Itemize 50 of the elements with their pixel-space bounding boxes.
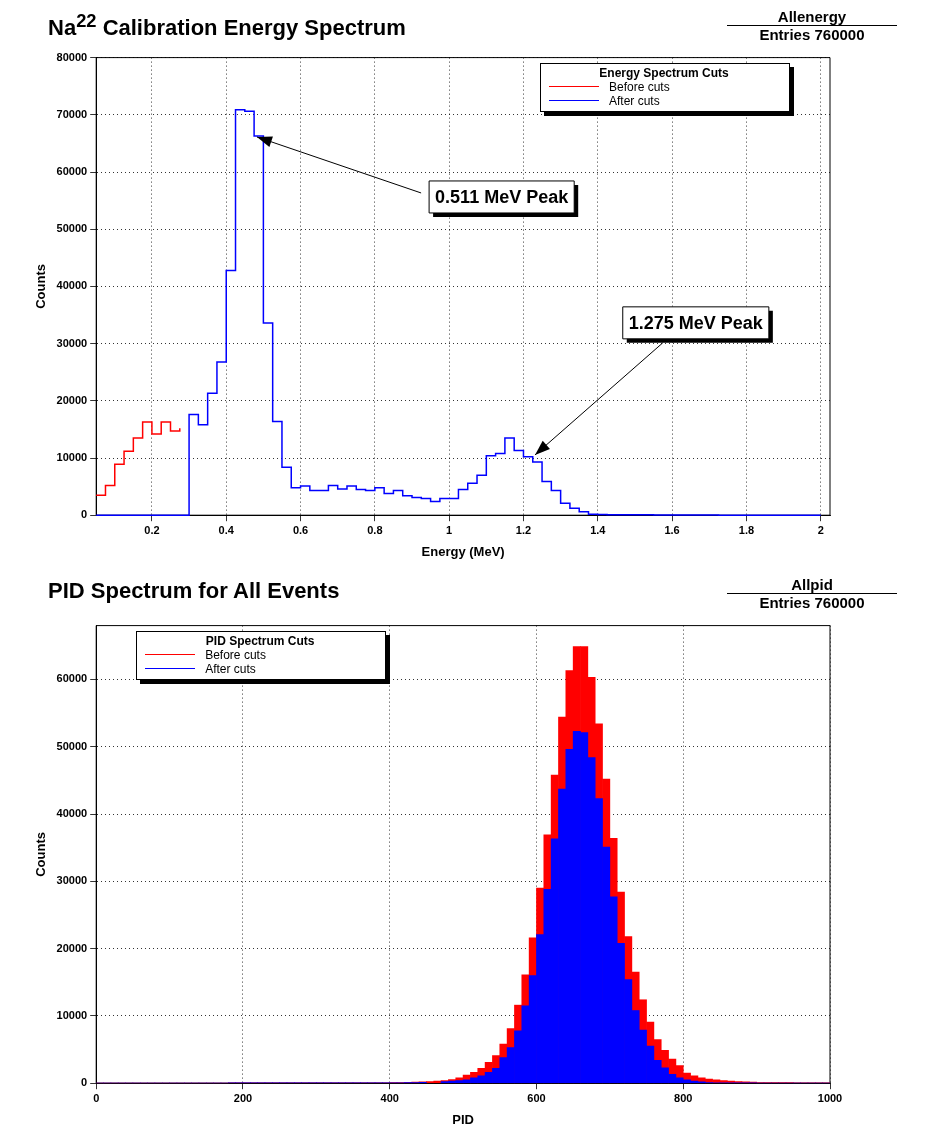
chart-title: PID Spectrum for All Events — [48, 578, 340, 604]
legend-label: After cuts — [609, 93, 660, 108]
y-tick-label: 20000 — [56, 941, 88, 954]
x-tick-label: 0.4 — [218, 523, 235, 536]
y-tick-label: 40000 — [56, 807, 88, 820]
text: Allenergy — [727, 8, 897, 26]
y-tick-label: 80000 — [56, 50, 88, 63]
y-axis-title: Counts — [33, 832, 49, 877]
y-tick-label: 30000 — [56, 336, 88, 349]
legend-label: Before cuts — [205, 647, 266, 662]
legend-title: PID Spectrum Cuts — [204, 633, 316, 648]
x-tick-label: 1000 — [817, 1091, 843, 1104]
legend-label: Before cuts — [609, 79, 670, 94]
x-axis-title: PID — [452, 1111, 474, 1127]
x-tick-label: 1 — [446, 523, 453, 536]
x-tick-label: 1.2 — [515, 523, 532, 536]
x-tick-label: 1.8 — [738, 523, 755, 536]
text: Entries 760000 — [758, 26, 866, 43]
x-tick-label: 200 — [233, 1091, 253, 1104]
x-tick-label: 0 — [93, 1091, 100, 1104]
y-tick-label: 60000 — [56, 672, 88, 685]
y-tick-label: 0 — [81, 508, 88, 521]
y-tick-label: 50000 — [56, 739, 88, 752]
text: Entries 760000 — [758, 594, 866, 611]
x-tick-label: 0.6 — [292, 523, 309, 536]
y-tick-label: 20000 — [56, 393, 88, 406]
x-tick-label: 800 — [674, 1091, 693, 1104]
annotation: 1.275 MeV Peak — [628, 312, 764, 333]
y-axis-title: Counts — [33, 264, 49, 309]
x-tick-label: 400 — [380, 1091, 399, 1104]
y-tick-label: 40000 — [56, 279, 88, 292]
y-tick-label: 70000 — [56, 107, 88, 120]
y-tick-label: 50000 — [56, 222, 88, 235]
y-tick-label: 0 — [81, 1076, 88, 1089]
y-tick-label: 10000 — [56, 1008, 88, 1021]
x-tick-label: 0.2 — [144, 523, 160, 536]
y-tick-label: 60000 — [56, 165, 88, 178]
x-tick-label: 2 — [817, 523, 824, 536]
x-axis-title: Energy (MeV) — [421, 543, 505, 559]
text: Allpid — [727, 576, 897, 594]
x-tick-label: 1.4 — [590, 523, 607, 536]
x-tick-label: 600 — [527, 1091, 546, 1104]
chart-title: Na$^{22}$ Calibration Energy Spectrum — [48, 10, 406, 42]
y-tick-label: 30000 — [56, 874, 88, 887]
legend-title: Energy Spectrum Cuts — [598, 65, 730, 80]
legend-label: After cuts — [205, 661, 256, 676]
annotation: 0.511 MeV Peak — [435, 186, 570, 207]
y-tick-label: 10000 — [56, 451, 88, 464]
x-tick-label: 1.6 — [664, 523, 680, 536]
x-tick-label: 0.8 — [367, 523, 383, 536]
